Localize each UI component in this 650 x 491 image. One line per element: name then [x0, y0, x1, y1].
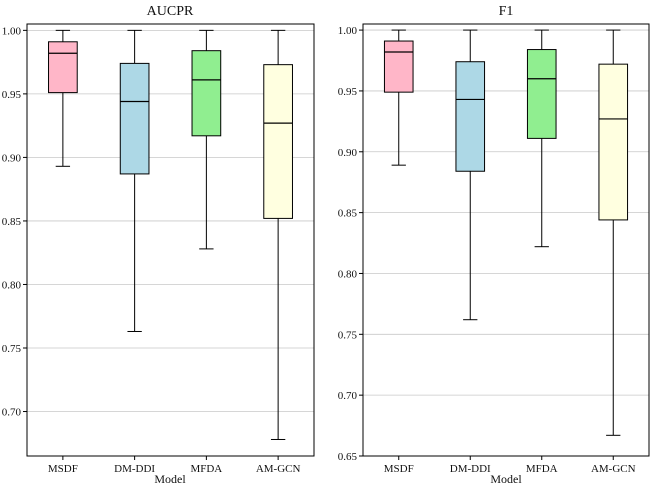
f1-box-am-gcn [598, 29, 629, 436]
aucpr-gridlines [27, 29, 314, 412]
f1-title: F1 [499, 4, 514, 19]
f1-box-msdf [383, 29, 414, 166]
aucpr-y-ticks: 0.70 0.75 0.80 0.85 0.90 0.95 1.00 [2, 25, 27, 419]
y-tick-label: 0.85 [2, 216, 22, 228]
f1-x-axis-label: Model [490, 472, 522, 486]
y-tick-label: 1.00 [338, 25, 358, 37]
y-tick-label: 0.80 [338, 268, 358, 280]
iqr-box [598, 63, 629, 221]
y-tick-label: 0.75 [338, 329, 358, 341]
y-tick-label: 0.75 [2, 343, 22, 355]
y-tick-label: 0.70 [338, 390, 358, 402]
f1-box-mfda [526, 29, 557, 248]
iqr-box [526, 49, 557, 139]
aucpr-box-am-gcn [263, 29, 293, 440]
iqr-box [191, 50, 222, 137]
aucpr-plot-frame [26, 23, 315, 457]
iqr-box [263, 64, 293, 219]
iqr-box [119, 62, 150, 175]
y-tick-label: 0.90 [2, 152, 22, 164]
y-tick-label: 0.70 [2, 407, 22, 419]
x-tick-label: MFDA [526, 463, 558, 475]
y-tick-label: 0.85 [338, 208, 358, 220]
iqr-box [455, 61, 486, 172]
y-tick-label: 0.95 [2, 89, 22, 101]
aucpr-x-axis-label: Model [154, 472, 186, 486]
f1-box-dm-ddi [455, 29, 486, 321]
y-tick-label: 0.95 [338, 86, 358, 98]
y-tick-label: 0.90 [338, 147, 358, 159]
aucpr-box-msdf [48, 29, 78, 167]
aucpr-boxes [48, 29, 293, 440]
aucpr-box-dm-ddi [119, 29, 150, 332]
aucpr-x-ticks: MSDF DM-DDI MFDA AM-GCN [48, 456, 301, 475]
iqr-box [383, 40, 414, 93]
x-tick-label: DM-DDI [114, 463, 155, 475]
f1-panel: F1 0.65 0.70 0.75 0.80 0.85 0.90 0.95 1.00 MSDF… [338, 4, 650, 486]
x-tick-label: AM-GCN [256, 463, 301, 475]
aucpr-box-mfda [191, 29, 222, 250]
f1-boxes [383, 29, 629, 436]
x-tick-label: MSDF [384, 463, 414, 475]
y-tick-label: 1.00 [2, 25, 22, 37]
x-tick-label: DM-DDI [450, 463, 491, 475]
aucpr-panel: AUCPR 0.70 0.75 0.80 0.85 0.90 0.95 1.00 MSDF D… [2, 4, 315, 486]
f1-y-ticks: 0.65 0.70 0.75 0.80 0.85 0.90 0.95 1.00 [338, 25, 363, 463]
x-tick-label: MSDF [48, 463, 78, 475]
aucpr-title: AUCPR [147, 4, 194, 19]
iqr-box [48, 41, 78, 94]
f1-plot-frame [362, 23, 650, 457]
y-tick-label: 0.80 [2, 279, 22, 291]
x-tick-label: AM-GCN [591, 463, 636, 475]
x-tick-label: MFDA [190, 463, 222, 475]
y-tick-label: 0.65 [338, 451, 358, 463]
f1-x-ticks: MSDF DM-DDI MFDA AM-GCN [384, 456, 636, 475]
